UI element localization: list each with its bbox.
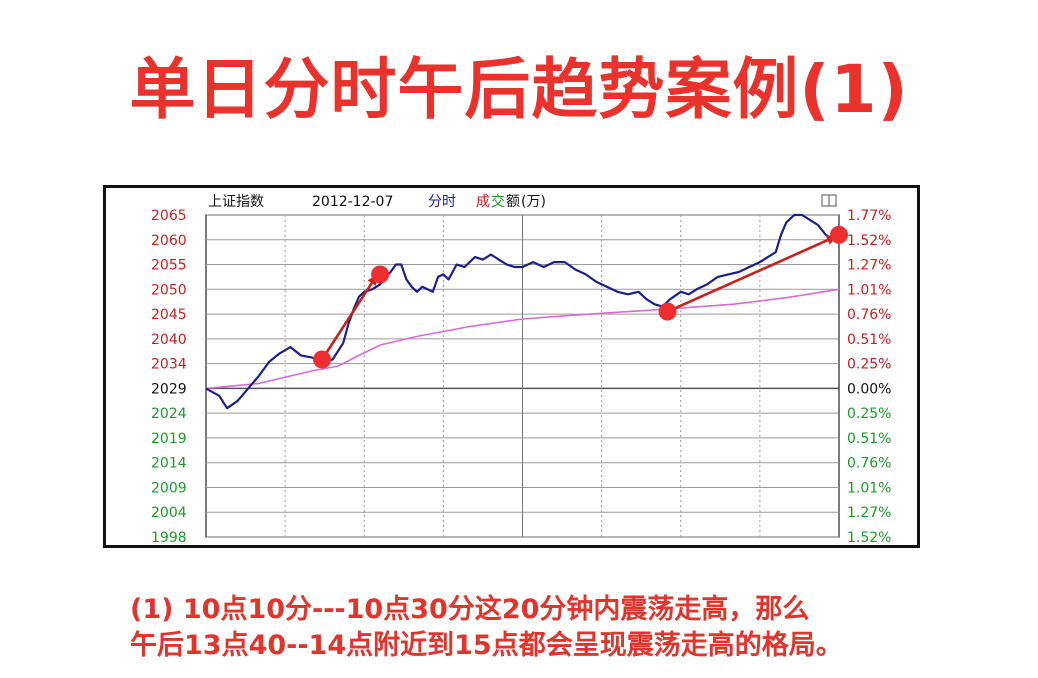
trend-markers [313,225,848,369]
left-tick-label: 2009 [151,480,187,496]
window-toggle-icon[interactable] [821,194,837,207]
header-volume-char-2: 交 [491,193,505,210]
trend-arrow [667,235,837,313]
right-tick-label: 0.76% [847,456,891,472]
header-volume-char-1: 成 [476,194,490,210]
trend-arrow [320,274,378,361]
right-tick-label: 1.27% [847,505,891,521]
header-volume-char-3: 额 [506,194,520,210]
left-tick-label: 2050 [151,282,187,298]
chart-canvas: 上证指数 2012-12-07 分时 成 交 额 (万) 2065 2060 205… [151,193,891,545]
right-tick-label: 1.52% [847,530,891,545]
left-tick-label: 2014 [151,456,187,472]
price-line [205,213,840,410]
page-title: 单日分时午后趋势案例(1) [129,51,909,128]
trend-marker [371,265,390,284]
right-tick-label: 0.51% [847,431,891,447]
right-tick-label: 1.27% [847,258,891,274]
left-tick-label: 2055 [151,258,187,274]
caption-line-2: 午后13点40--14点附近到15点都会呈现震荡走高的格局。 [130,630,843,661]
right-tick-label: 0.25% [847,357,891,373]
trend-marker [830,225,848,244]
left-tick-label: 2019 [151,431,187,447]
left-tick-label: 2029 [151,381,187,397]
left-tick-label: 1998 [151,530,187,545]
left-tick-label: 2040 [151,332,187,348]
right-tick-label: 1.77% [847,208,891,224]
left-tick-label: 2004 [151,505,187,521]
right-tick-label: 1.01% [847,480,891,496]
right-tick-label: 0.76% [847,307,891,323]
left-tick-label: 2060 [151,233,187,249]
trend-arrows [320,235,837,361]
header-index-name: 上证指数 [208,194,264,210]
intraday-chart: 上证指数 2012-12-07 分时 成 交 额 (万) 2065 2060 205… [103,185,920,548]
left-tick-label: 2045 [151,307,187,323]
right-tick-label: 0.25% [847,406,891,422]
left-tick-label: 2065 [151,208,187,224]
header-date: 2012-12-07 [312,194,393,210]
header-unit: (万) [521,194,546,210]
right-axis-labels: 1.77% 1.52% 1.27% 1.01% 0.76% 0.51% 0.25% 0.00%… [847,208,891,545]
grid [205,214,840,538]
right-tick-label: 1.52% [847,233,891,249]
caption-line-1: (1) 10点10分---10点30分这20分钟内震荡走高，那么 [130,594,810,625]
left-axis-labels: 2065 2060 2055 2050 2045 2040 2034 2029 2024 2019… [151,208,187,545]
right-tick-label: 1.01% [847,282,891,298]
left-tick-label: 2024 [151,406,187,422]
header-mode: 分时 [428,194,456,210]
chart-header: 上证指数 2012-12-07 分时 成 交 额 (万) [208,193,837,210]
trend-marker [658,302,677,321]
right-tick-label: 0.51% [847,332,891,348]
average-price-line [205,288,840,390]
left-tick-label: 2034 [151,357,187,373]
price-line-layer [205,213,840,410]
average-line-layer [205,288,840,390]
trend-marker [313,350,332,369]
right-tick-label: 0.00% [847,381,891,397]
